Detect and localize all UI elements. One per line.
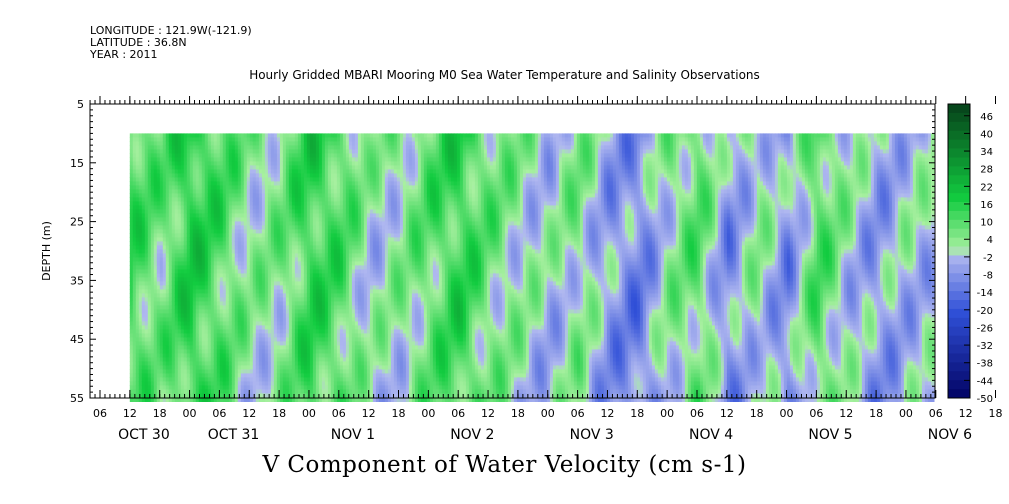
heatmap-cell	[256, 213, 260, 218]
heatmap-cell	[256, 145, 260, 150]
heatmap-cell	[256, 241, 260, 246]
heatmap-cell	[256, 285, 260, 290]
heatmap-cell	[256, 289, 260, 294]
heatmap-cell	[256, 389, 260, 394]
heatmap-cell	[256, 205, 260, 210]
heatmap-cell	[256, 141, 260, 146]
heatmap-cell	[256, 197, 260, 202]
heatmap-cell	[256, 345, 260, 350]
heatmap-cell	[256, 329, 260, 334]
heatmap-cell	[256, 237, 260, 242]
heatmap-cell	[256, 377, 260, 382]
heatmap-cell	[256, 265, 260, 270]
heatmap-cell	[256, 333, 260, 338]
heatmap-cell	[256, 185, 260, 190]
heatmap-cell	[256, 305, 260, 310]
heatmap-cell	[256, 169, 260, 174]
heatmap-cell	[256, 157, 260, 162]
heatmap-cell	[256, 369, 260, 374]
heatmap-cell	[256, 281, 260, 286]
heatmap-cell	[256, 277, 260, 282]
heatmap-cell	[256, 253, 260, 258]
heatmap-cell	[256, 297, 260, 302]
heatmap-cell	[256, 137, 260, 142]
heatmap-cell	[256, 201, 260, 206]
heatmap-cell	[256, 373, 260, 378]
heatmap-cell	[256, 337, 260, 342]
heatmap-cell	[256, 177, 260, 182]
heatmap-cell	[256, 245, 260, 250]
heatmap-cell	[256, 269, 260, 274]
heatmap-cell	[256, 181, 260, 186]
heatmap-cell	[256, 341, 260, 346]
heatmap-cell	[256, 165, 260, 170]
heatmap-cell	[256, 353, 260, 358]
heatmap-cell	[256, 249, 260, 254]
heatmap-cell	[256, 221, 260, 226]
heatmap-field	[130, 133, 935, 402]
heatmap-cell	[256, 133, 260, 138]
heatmap-cell	[256, 209, 260, 214]
heatmap-cell	[256, 309, 260, 314]
heatmap-cell	[256, 381, 260, 386]
heatmap-cell	[256, 173, 260, 178]
heatmap-cell	[256, 257, 260, 262]
heatmap-cell	[256, 349, 260, 354]
heatmap-cell	[256, 361, 260, 366]
heatmap-cell	[256, 261, 260, 266]
heatmap-cell	[256, 357, 260, 362]
heatmap-cell	[256, 189, 260, 194]
heatmap-cell	[256, 149, 260, 154]
heatmap-cell	[256, 365, 260, 370]
heatmap-cell	[256, 233, 260, 238]
heatmap-cell	[256, 325, 260, 330]
heatmap-cell	[256, 229, 260, 234]
heatmap-cell	[256, 293, 260, 298]
heatmap-cell	[256, 301, 260, 306]
heatmap-cell	[256, 317, 260, 322]
heatmap-cell	[256, 225, 260, 230]
heatmap-cell	[256, 321, 260, 326]
heatmap-cell	[256, 217, 260, 222]
heatmap-cell	[256, 385, 260, 390]
heatmap-cell	[256, 193, 260, 198]
heatmap-cell	[256, 313, 260, 318]
heatmap-cell	[256, 273, 260, 278]
heatmap-cell	[256, 161, 260, 166]
heatmap-cell	[256, 153, 260, 158]
